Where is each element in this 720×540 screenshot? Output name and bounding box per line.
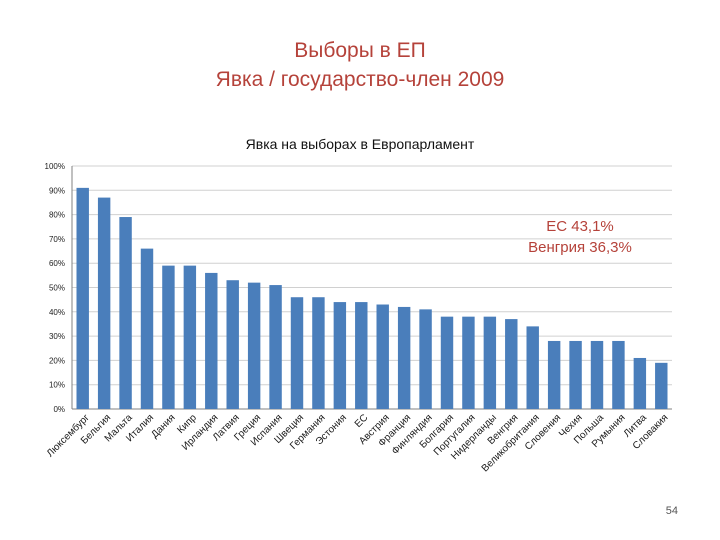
bar-8 (226, 280, 239, 409)
slide-title-line-1: Выборы в ЕП (294, 39, 426, 62)
bar-27 (633, 357, 647, 409)
y-tick-label: 30% (49, 332, 65, 341)
bar-11 (290, 297, 304, 409)
x-tick-label: Дания (149, 412, 177, 440)
bar-21 (505, 319, 518, 409)
bar-22 (526, 326, 539, 409)
bar-13 (333, 302, 347, 409)
y-tick-label: 100% (45, 162, 65, 171)
bar-7 (205, 272, 218, 409)
bar-3 (119, 217, 132, 409)
bar-10 (269, 285, 282, 409)
slide-title-line-2: Явка / государство-член 2009 (215, 68, 505, 91)
bar-26 (612, 340, 625, 409)
bar-19 (462, 316, 475, 409)
annotation-hungary-turnout: Венгрия 36,3% (528, 239, 632, 256)
bar-4 (140, 248, 154, 409)
annotation-eu-turnout: ЕС 43,1% (546, 218, 614, 235)
bar-23 (547, 340, 561, 409)
bar-24 (569, 340, 582, 409)
bar-12 (312, 297, 325, 409)
y-tick-label: 70% (49, 235, 65, 244)
bar-25 (590, 340, 604, 409)
bar-14 (355, 302, 368, 409)
bar-20 (483, 316, 497, 409)
y-tick-label: 10% (49, 381, 65, 390)
bar-17 (419, 309, 432, 409)
bar-5 (162, 265, 175, 409)
y-tick-label: 0% (53, 405, 65, 414)
y-tick-label: 90% (49, 186, 65, 195)
y-tick-label: 50% (49, 284, 65, 293)
chart-annotation: ЕС 43,1% Венгрия 36,3% (480, 216, 680, 258)
bar-6 (183, 265, 197, 409)
bar-2 (97, 197, 111, 409)
bar-1 (76, 187, 89, 409)
y-tick-label: 20% (49, 356, 65, 365)
page-number: 54 (665, 505, 678, 517)
bar-18 (440, 316, 454, 409)
y-tick-label: 80% (49, 211, 65, 220)
y-tick-label: 40% (49, 308, 65, 317)
y-tick-label: 60% (49, 259, 65, 268)
slide-title: Выборы в ЕП Явка / государство-член 2009 (0, 36, 720, 94)
bar-16 (397, 306, 411, 409)
chart-title: Явка на выборах в Европарламент (245, 136, 475, 152)
bar-28 (655, 362, 668, 409)
bar-9 (247, 282, 261, 409)
bar-15 (376, 304, 389, 409)
